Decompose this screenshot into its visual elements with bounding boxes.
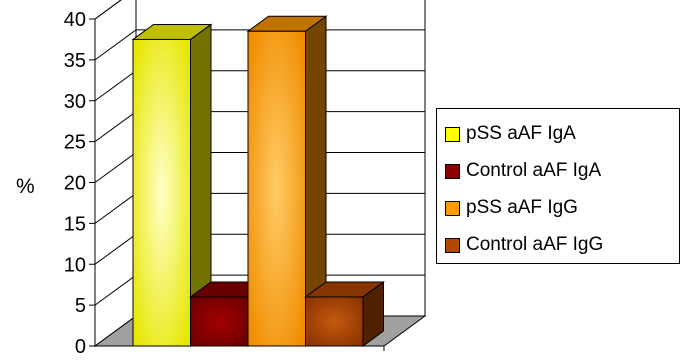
legend-item-control-iga: Control aAF IgA	[445, 158, 601, 184]
legend-item-pss-iga: pSS aAF IgA	[445, 121, 576, 147]
legend: pSS aAF IgA Control aAF IgA pSS aAF IgG …	[436, 108, 680, 264]
gridline	[94, 0, 122, 20]
legend-label: pSS aAF IgG	[466, 197, 578, 218]
gridline	[94, 29, 425, 61]
chart-side-wall	[94, 0, 137, 347]
y-tick-label: 25	[64, 132, 86, 154]
y-tick-label: 40	[64, 9, 86, 31]
bar-front-face	[247, 30, 306, 347]
legend-label: Control aAF IgA	[466, 160, 602, 181]
legend-swatch	[445, 200, 460, 216]
bar-pss-iga	[131, 23, 213, 347]
bar-front-face	[132, 38, 191, 347]
bar-front-face	[305, 296, 364, 347]
legend-swatch	[445, 126, 460, 142]
legend-swatch	[445, 163, 460, 179]
legend-label: pSS aAF IgA	[466, 123, 576, 144]
y-tick-label: 15	[64, 213, 86, 235]
y-tick-label: 20	[64, 173, 86, 195]
legend-item-pss-igg: pSS aAF IgG	[445, 195, 578, 221]
legend-label: Control aAF IgG	[466, 234, 604, 255]
y-tick-label: 0	[75, 336, 86, 358]
bar-front-face	[190, 296, 249, 347]
y-tick-label: 30	[64, 91, 86, 113]
bar-control-igg	[303, 280, 386, 347]
legend-item-control-igg: Control aAF IgG	[445, 232, 603, 258]
y-tick-label: 5	[75, 295, 86, 317]
y-tick-label: 35	[64, 50, 86, 72]
legend-swatch	[445, 237, 460, 253]
y-tick-label: 10	[64, 254, 86, 276]
y-axis-label: %	[16, 175, 35, 198]
